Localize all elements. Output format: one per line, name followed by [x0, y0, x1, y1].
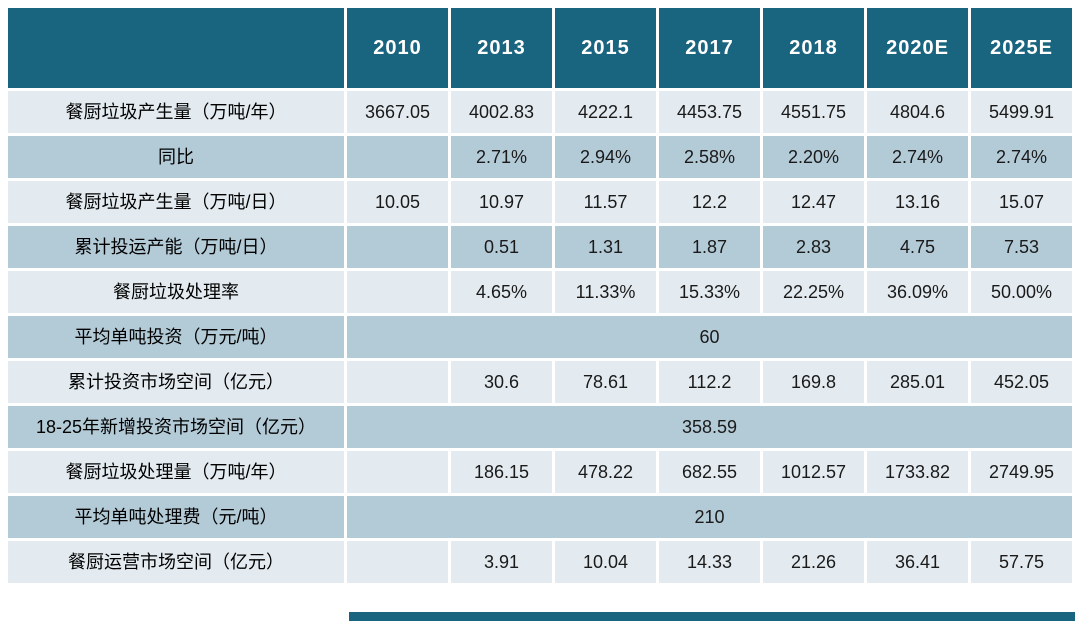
- table-row: 餐厨垃圾产生量（万吨/日） 10.05 10.97 11.57 12.2 12.47 13.…: [8, 181, 1072, 223]
- row-label: 平均单吨投资（万元/吨）: [8, 316, 344, 358]
- value-cell: 5499.91: [971, 91, 1072, 133]
- value-cell: 13.16: [867, 181, 968, 223]
- value-cell: 1733.82: [867, 451, 968, 493]
- year-column-header: 2013: [451, 8, 552, 88]
- value-cell: 4222.1: [555, 91, 656, 133]
- value-cell: 169.8: [763, 361, 864, 403]
- value-cell: 11.57: [555, 181, 656, 223]
- value-cell: 15.33%: [659, 271, 760, 313]
- value-cell: 285.01: [867, 361, 968, 403]
- kitchen-waste-market-table: 2010 2013 2015 2017 2018 2020E 2025E 餐厨垃圾产生量（万…: [5, 5, 1075, 586]
- value-cell: 4804.6: [867, 91, 968, 133]
- row-label: 18-25年新增投资市场空间（亿元）: [8, 406, 344, 448]
- merged-value-cell: 210: [347, 496, 1072, 538]
- value-cell: [347, 361, 448, 403]
- table-row: 餐厨垃圾处理量（万吨/年） 186.15 478.22 682.55 1012.57 17…: [8, 451, 1072, 493]
- table-row: 餐厨运营市场空间（亿元） 3.91 10.04 14.33 21.26 36.41 57.7…: [8, 541, 1072, 583]
- value-cell: [347, 271, 448, 313]
- value-cell: 2.71%: [451, 136, 552, 178]
- value-cell: 1.31: [555, 226, 656, 268]
- value-cell: 2.58%: [659, 136, 760, 178]
- value-cell: 4.65%: [451, 271, 552, 313]
- cutoff-next-row-strip: [349, 612, 1075, 621]
- value-cell: 186.15: [451, 451, 552, 493]
- value-cell: 2.20%: [763, 136, 864, 178]
- value-cell: [347, 136, 448, 178]
- merged-value-cell: 358.59: [347, 406, 1072, 448]
- value-cell: 12.2: [659, 181, 760, 223]
- value-cell: 3.91: [451, 541, 552, 583]
- table-row: 平均单吨处理费（元/吨） 210: [8, 496, 1072, 538]
- value-cell: 0.51: [451, 226, 552, 268]
- year-column-header: 2017: [659, 8, 760, 88]
- value-cell: 11.33%: [555, 271, 656, 313]
- table-row: 餐厨垃圾处理率 4.65% 11.33% 15.33% 22.25% 36.09% 50.0…: [8, 271, 1072, 313]
- table-container: 2010 2013 2015 2017 2018 2020E 2025E 餐厨垃圾产生量（万…: [5, 5, 1075, 586]
- value-cell: 3667.05: [347, 91, 448, 133]
- row-label: 累计投资市场空间（亿元）: [8, 361, 344, 403]
- table-row: 餐厨垃圾产生量（万吨/年） 3667.05 4002.83 4222.1 4453.75…: [8, 91, 1072, 133]
- value-cell: 15.07: [971, 181, 1072, 223]
- table-row: 累计投资市场空间（亿元） 30.6 78.61 112.2 169.8 285.01 452…: [8, 361, 1072, 403]
- value-cell: 2749.95: [971, 451, 1072, 493]
- table-row: 18-25年新增投资市场空间（亿元） 358.59: [8, 406, 1072, 448]
- row-label: 同比: [8, 136, 344, 178]
- value-cell: 4.75: [867, 226, 968, 268]
- year-column-header: 2018: [763, 8, 864, 88]
- value-cell: 12.47: [763, 181, 864, 223]
- year-column-header: 2010: [347, 8, 448, 88]
- value-cell: 10.05: [347, 181, 448, 223]
- value-cell: 7.53: [971, 226, 1072, 268]
- value-cell: [347, 451, 448, 493]
- table-row: 平均单吨投资（万元/吨） 60: [8, 316, 1072, 358]
- table-row: 累计投运产能（万吨/日） 0.51 1.31 1.87 2.83 4.75 7.53: [8, 226, 1072, 268]
- value-cell: 57.75: [971, 541, 1072, 583]
- value-cell: 10.04: [555, 541, 656, 583]
- row-label: 餐厨垃圾处理率: [8, 271, 344, 313]
- header-row: 2010 2013 2015 2017 2018 2020E 2025E: [8, 8, 1072, 88]
- value-cell: 14.33: [659, 541, 760, 583]
- row-label: 餐厨垃圾产生量（万吨/年）: [8, 91, 344, 133]
- value-cell: 1012.57: [763, 451, 864, 493]
- corner-header-cell: [8, 8, 344, 88]
- year-column-header: 2025E: [971, 8, 1072, 88]
- value-cell: 50.00%: [971, 271, 1072, 313]
- value-cell: 4551.75: [763, 91, 864, 133]
- row-label: 餐厨垃圾处理量（万吨/年）: [8, 451, 344, 493]
- row-label: 餐厨运营市场空间（亿元）: [8, 541, 344, 583]
- value-cell: 30.6: [451, 361, 552, 403]
- value-cell: 478.22: [555, 451, 656, 493]
- value-cell: [347, 226, 448, 268]
- row-label: 餐厨垃圾产生量（万吨/日）: [8, 181, 344, 223]
- value-cell: 2.94%: [555, 136, 656, 178]
- value-cell: 4002.83: [451, 91, 552, 133]
- value-cell: 21.26: [763, 541, 864, 583]
- year-column-header: 2015: [555, 8, 656, 88]
- value-cell: 112.2: [659, 361, 760, 403]
- value-cell: 452.05: [971, 361, 1072, 403]
- row-label: 累计投运产能（万吨/日）: [8, 226, 344, 268]
- value-cell: 36.41: [867, 541, 968, 583]
- value-cell: 2.74%: [867, 136, 968, 178]
- table-header: 2010 2013 2015 2017 2018 2020E 2025E: [8, 8, 1072, 88]
- row-label: 平均单吨处理费（元/吨）: [8, 496, 344, 538]
- table-row: 同比 2.71% 2.94% 2.58% 2.20% 2.74% 2.74%: [8, 136, 1072, 178]
- value-cell: 36.09%: [867, 271, 968, 313]
- value-cell: 10.97: [451, 181, 552, 223]
- value-cell: [347, 541, 448, 583]
- value-cell: 4453.75: [659, 91, 760, 133]
- value-cell: 1.87: [659, 226, 760, 268]
- value-cell: 78.61: [555, 361, 656, 403]
- year-column-header: 2020E: [867, 8, 968, 88]
- value-cell: 2.74%: [971, 136, 1072, 178]
- table-body: 餐厨垃圾产生量（万吨/年） 3667.05 4002.83 4222.1 4453.75…: [8, 91, 1072, 583]
- value-cell: 682.55: [659, 451, 760, 493]
- value-cell: 22.25%: [763, 271, 864, 313]
- merged-value-cell: 60: [347, 316, 1072, 358]
- value-cell: 2.83: [763, 226, 864, 268]
